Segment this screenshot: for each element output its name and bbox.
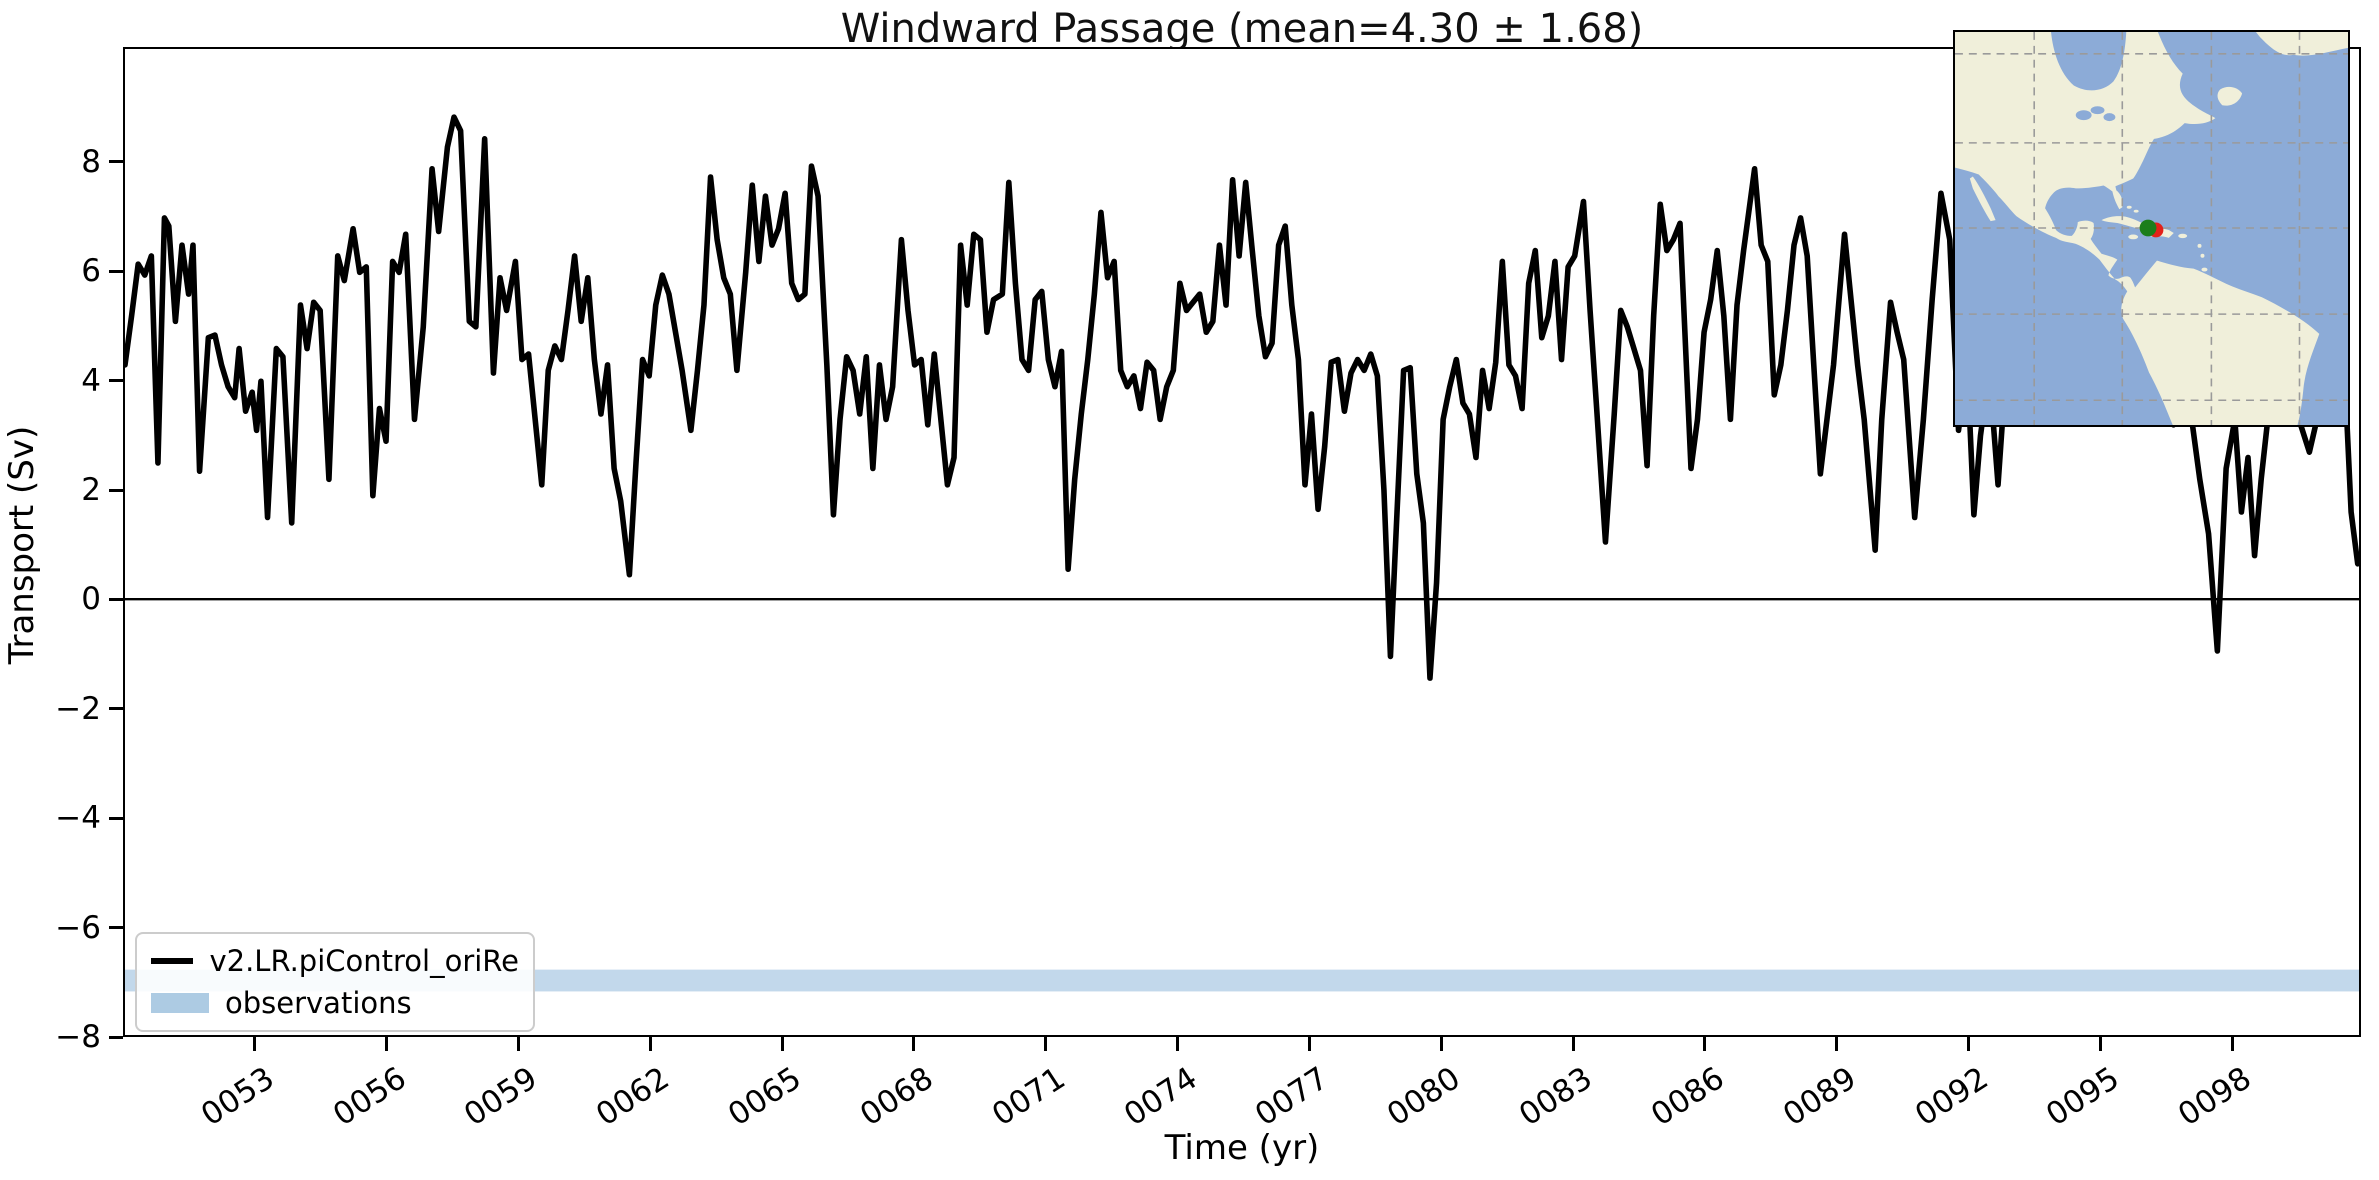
- y-tick-label: 0: [81, 581, 101, 618]
- x-tick-mark: [1176, 1037, 1180, 1051]
- transect-start-marker: [2139, 219, 2157, 237]
- map-land-bahamas: [2126, 205, 2132, 209]
- x-tick-mark: [2098, 1037, 2102, 1051]
- x-tick-mark: [1307, 1037, 1311, 1051]
- x-tick-mark: [1439, 1037, 1443, 1051]
- x-tick-mark: [1044, 1037, 1048, 1051]
- observations-band: [125, 969, 2359, 992]
- y-tick-mark: [109, 816, 123, 820]
- inset-map: [1953, 30, 2350, 427]
- y-tick-label: −8: [55, 1019, 101, 1055]
- map-land-cuba: [2101, 216, 2148, 230]
- y-tick-label: 6: [81, 253, 101, 290]
- x-tick-mark: [912, 1037, 916, 1051]
- x-tick-mark: [1571, 1037, 1575, 1051]
- y-tick-label: 4: [81, 362, 101, 399]
- map-lake: [2103, 113, 2116, 122]
- x-tick-mark: [253, 1037, 257, 1051]
- x-tick-mark: [1967, 1037, 1971, 1051]
- y-tick-label: −2: [55, 690, 101, 727]
- x-tick-mark: [385, 1037, 389, 1051]
- map-land-newfoundland: [2217, 86, 2243, 106]
- x-tick-label: 0074: [1117, 1060, 1204, 1134]
- x-tick-label: 0083: [1512, 1060, 1599, 1134]
- x-tick-label: 0089: [1776, 1060, 1863, 1134]
- y-tick-label: 8: [81, 143, 101, 180]
- time-series-line: [125, 114, 2359, 681]
- map-lake: [2090, 106, 2105, 115]
- y-tick-mark: [109, 1035, 123, 1039]
- x-tick-mark: [2230, 1037, 2234, 1051]
- y-tick-mark: [109, 379, 123, 383]
- legend: v2.LR.piControl_oriRe observations: [135, 932, 535, 1032]
- x-tick-label: 0080: [1381, 1060, 1467, 1134]
- map-land-bahamas: [2133, 209, 2139, 213]
- map-land-antilles: [2200, 253, 2205, 258]
- x-tick-label: 0077: [1249, 1060, 1336, 1134]
- x-tick-label: 0092: [1908, 1060, 1995, 1134]
- map-land-americas: [1955, 32, 2320, 425]
- x-tick-label: 0068: [853, 1060, 940, 1134]
- map-land-greenland: [2255, 32, 2348, 56]
- x-tick-label: 0053: [194, 1060, 281, 1134]
- x-tick-mark: [516, 1037, 520, 1051]
- map-land-baja: [1969, 176, 1996, 222]
- y-tick-mark: [109, 160, 123, 164]
- x-tick-label: 0062: [590, 1060, 676, 1134]
- y-tick-mark: [109, 926, 123, 930]
- legend-patch-swatch: [151, 993, 209, 1013]
- x-tick-label: 0095: [2040, 1060, 2127, 1134]
- legend-item-observations: observations: [151, 986, 519, 1020]
- map-land-jamaica: [2128, 234, 2139, 240]
- legend-item-model: v2.LR.piControl_oriRe: [151, 944, 519, 978]
- x-tick-mark: [648, 1037, 652, 1051]
- y-tick-mark: [109, 707, 123, 711]
- x-tick-mark: [1835, 1037, 1839, 1051]
- legend-model-label: v2.LR.piControl_oriRe: [209, 944, 519, 978]
- x-tick-mark: [1703, 1037, 1707, 1051]
- x-tick-label: 0086: [1644, 1060, 1731, 1134]
- y-tick-mark: [109, 597, 123, 601]
- y-tick-label: −6: [55, 909, 101, 946]
- x-tick-label: 0098: [2172, 1060, 2258, 1134]
- x-axis-label: Time (yr): [1164, 1128, 1320, 1168]
- legend-observations-label: observations: [225, 986, 412, 1020]
- x-tick-label: 0056: [326, 1060, 413, 1134]
- plot-canvas: [125, 114, 2359, 992]
- map-land-puertorico: [2178, 233, 2188, 239]
- x-tick-label: 0065: [722, 1060, 808, 1134]
- x-tick-mark: [780, 1037, 784, 1051]
- y-tick-label: −4: [55, 800, 101, 837]
- chart-title: Windward Passage (mean=4.30 ± 1.68): [840, 6, 1644, 52]
- legend-line-swatch: [151, 958, 194, 964]
- map-lake: [2075, 110, 2092, 121]
- x-tick-label: 0071: [985, 1060, 1072, 1134]
- x-tick-label: 0059: [458, 1060, 545, 1134]
- y-tick-mark: [109, 488, 123, 492]
- y-tick-mark: [109, 269, 123, 273]
- y-tick-label: 2: [81, 472, 101, 509]
- map-land-trinidad: [2201, 267, 2208, 272]
- map-land-antilles: [2197, 243, 2202, 248]
- inset-map-canvas: [1955, 32, 2348, 425]
